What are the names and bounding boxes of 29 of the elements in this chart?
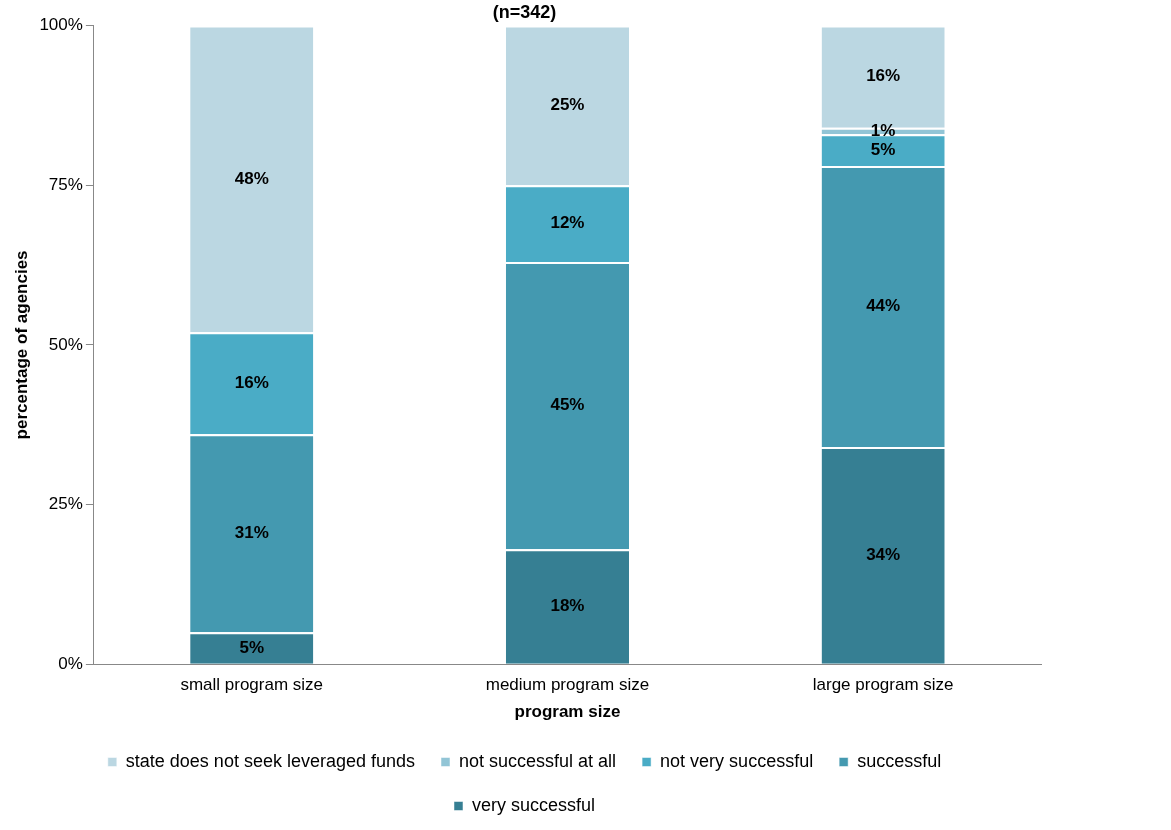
x-tick-label: small program size xyxy=(180,675,324,695)
legend-label: not successful at all xyxy=(459,750,617,771)
legend-label: not very successful xyxy=(660,750,814,771)
data-label: 5% xyxy=(870,139,896,159)
legend-label: state does not seek leveraged funds xyxy=(125,750,416,771)
x-tick-label: large program size xyxy=(812,675,954,695)
data-label: 12% xyxy=(550,213,585,233)
data-label: 31% xyxy=(234,522,269,542)
chart-title: (n=342) xyxy=(492,1,557,22)
data-label: 44% xyxy=(866,296,901,316)
data-label: 5% xyxy=(239,637,265,657)
y-tick-label: 50% xyxy=(48,334,83,354)
legend-label: very successful xyxy=(471,794,596,815)
legend-label: successful xyxy=(857,750,942,771)
x-axis-title: program size xyxy=(514,702,621,722)
y-tick-label: 100% xyxy=(39,15,83,35)
y-tick-label: 0% xyxy=(58,653,83,673)
y-tick-label: 75% xyxy=(48,174,83,194)
x-tick-label: medium program size xyxy=(485,675,650,695)
data-label: 1% xyxy=(870,120,896,140)
y-tick-label: 25% xyxy=(48,494,83,514)
data-label: 48% xyxy=(234,168,269,188)
data-label: 45% xyxy=(550,395,585,415)
data-label: 25% xyxy=(550,95,585,115)
data-label: 16% xyxy=(866,66,901,86)
data-label: 18% xyxy=(550,596,585,616)
y-axis-title: percentage of agencies xyxy=(11,250,31,440)
data-label: 16% xyxy=(234,372,269,392)
data-label: 34% xyxy=(866,545,901,565)
